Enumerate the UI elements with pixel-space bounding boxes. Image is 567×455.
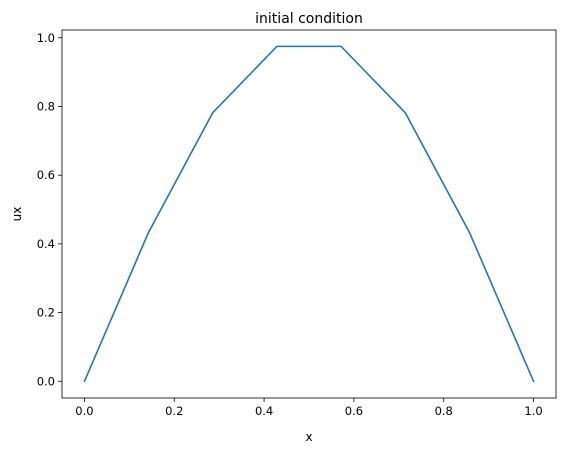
plot-area: [62, 30, 556, 398]
x-tick-label: 0.6: [345, 404, 363, 418]
chart-title: initial condition: [255, 11, 363, 27]
x-tick-label: 0.4: [255, 404, 273, 418]
y-tick-label: 0.6: [37, 168, 55, 182]
y-tick-label: 0.0: [37, 374, 55, 388]
plot-frame: [61, 29, 557, 399]
x-tick-label: 0.2: [165, 404, 183, 418]
x-axis-label: x: [305, 430, 312, 444]
series-line-0: [83, 45, 535, 383]
y-axis-label: ux: [10, 207, 24, 222]
x-tick-label: 0.0: [75, 404, 93, 418]
y-tick-label: 0.4: [37, 237, 55, 251]
series-layer: [83, 45, 535, 383]
y-tick-label: 0.8: [37, 99, 55, 113]
y-tick-label: 1.0: [37, 31, 55, 45]
y-tick-label: 0.2: [37, 306, 55, 320]
x-tick-label: 1.0: [524, 404, 542, 418]
x-tick-label: 0.8: [435, 404, 453, 418]
x-axis-ticks: 0.0 0.2 0.4 0.6 0.8 1.0: [75, 398, 543, 418]
y-axis-ticks: 0.0 0.2 0.4 0.6 0.8 1.0: [37, 31, 62, 388]
